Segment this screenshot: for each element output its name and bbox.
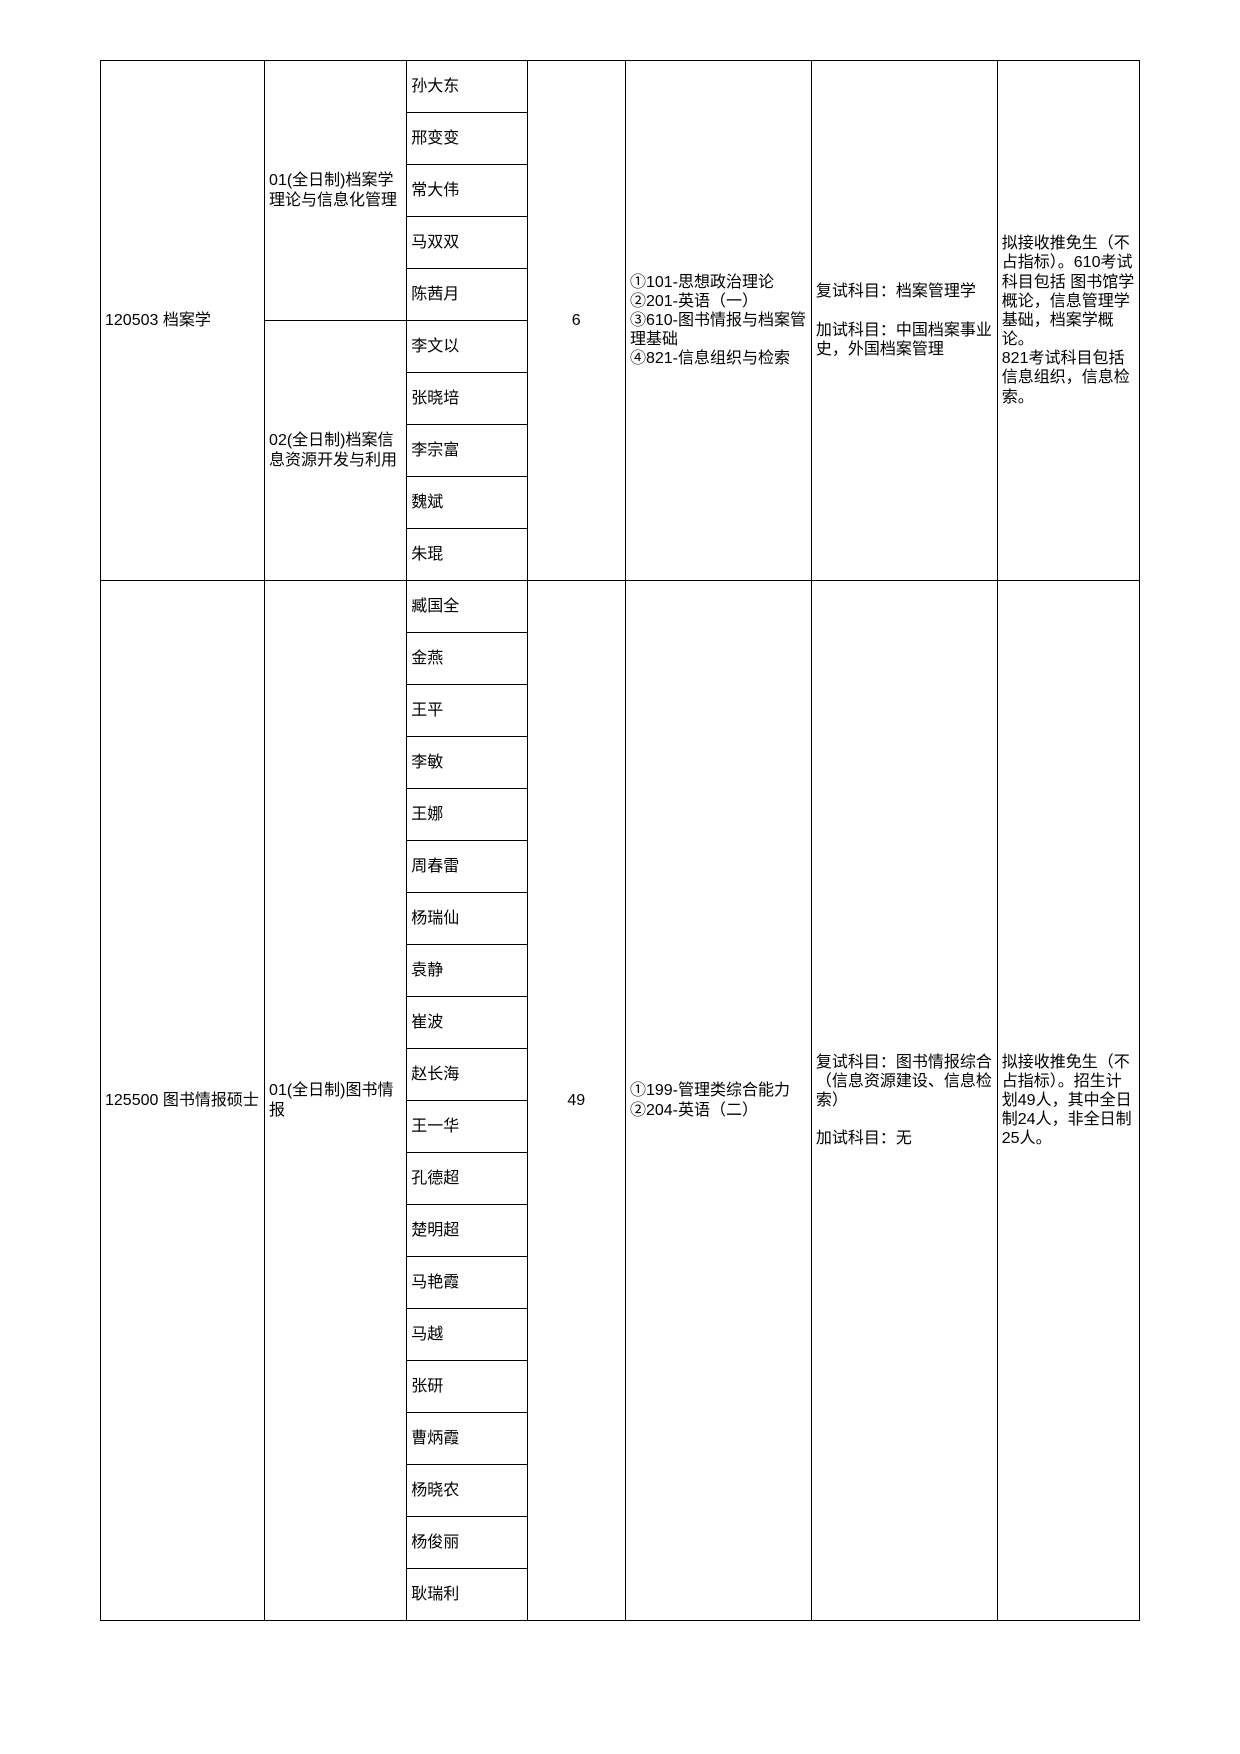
advisor-name: 王娜	[407, 789, 527, 841]
advisor-name: 曹炳霞	[407, 1413, 527, 1465]
advisor-name: 陈茜月	[407, 269, 527, 321]
direction: 02(全日制)档案信息资源开发与利用	[265, 321, 407, 581]
quota: 49	[527, 581, 625, 1621]
retest-subjects: 复试科目：档案管理学 加试科目：中国档案事业史，外国档案管理	[811, 61, 997, 581]
advisor-name: 周春雷	[407, 841, 527, 893]
notes: 拟接收推免生（不占指标）。招生计划49人，其中全日制24人，非全日制25人。	[997, 581, 1139, 1621]
advisor-name: 赵长海	[407, 1049, 527, 1101]
advisor-name: 马双双	[407, 217, 527, 269]
advisor-name: 臧国全	[407, 581, 527, 633]
advisor-name: 张晓培	[407, 373, 527, 425]
advisor-name: 杨晓农	[407, 1465, 527, 1517]
direction: 01(全日制)图书情报	[265, 581, 407, 1621]
advisor-name: 马越	[407, 1309, 527, 1361]
notes: 拟接收推免生（不占指标）。610考试科目包括 图书馆学概论，信息管理学基础，档案…	[997, 61, 1139, 581]
major-code: 120503 档案学	[101, 61, 265, 581]
advisor-name: 魏斌	[407, 477, 527, 529]
exam-subjects: ①199-管理类综合能力 ②204-英语（二）	[625, 581, 811, 1621]
advisor-name: 李敏	[407, 737, 527, 789]
advisor-name: 李文以	[407, 321, 527, 373]
advisor-name: 王一华	[407, 1101, 527, 1153]
admissions-table: 120503 档案学 01(全日制)档案学理论与信息化管理 孙大东 6 ①101…	[100, 60, 1140, 1621]
advisor-name: 金燕	[407, 633, 527, 685]
advisor-name: 杨瑞仙	[407, 893, 527, 945]
advisor-name: 常大伟	[407, 165, 527, 217]
advisor-name: 楚明超	[407, 1205, 527, 1257]
advisor-name: 马艳霞	[407, 1257, 527, 1309]
direction: 01(全日制)档案学理论与信息化管理	[265, 61, 407, 321]
major-code: 125500 图书情报硕士	[101, 581, 265, 1621]
advisor-name: 杨俊丽	[407, 1517, 527, 1569]
quota: 6	[527, 61, 625, 581]
retest-subjects: 复试科目：图书情报综合（信息资源建设、信息检索） 加试科目：无	[811, 581, 997, 1621]
advisor-name: 孙大东	[407, 61, 527, 113]
advisor-name: 袁静	[407, 945, 527, 997]
advisor-name: 崔波	[407, 997, 527, 1049]
advisor-name: 孔德超	[407, 1153, 527, 1205]
advisor-name: 张研	[407, 1361, 527, 1413]
exam-subjects: ①101-思想政治理论 ②201-英语（一） ③610-图书情报与档案管理基础 …	[625, 61, 811, 581]
advisor-name: 耿瑞利	[407, 1569, 527, 1621]
advisor-name: 李宗富	[407, 425, 527, 477]
advisor-name: 朱琨	[407, 529, 527, 581]
advisor-name: 王平	[407, 685, 527, 737]
advisor-name: 邢变变	[407, 113, 527, 165]
